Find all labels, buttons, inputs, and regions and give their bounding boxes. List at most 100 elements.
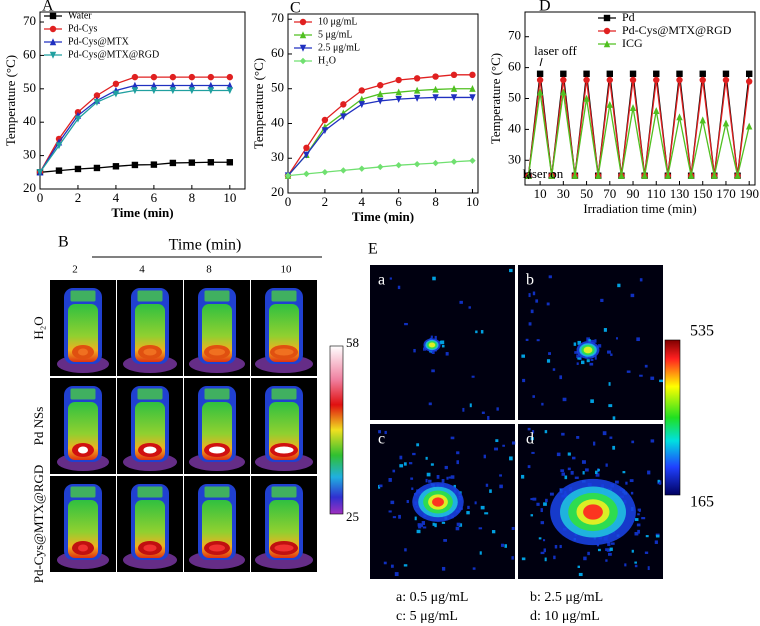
marker [395,161,402,169]
speck [392,469,396,473]
speck [629,479,634,483]
speck [403,564,408,567]
speck [609,547,613,551]
speck [388,478,392,482]
marker [169,81,177,89]
speck [574,476,579,479]
speck [647,470,651,475]
speck [588,339,591,343]
speck [657,479,660,483]
speck [500,543,505,547]
speck [586,337,591,342]
x-tick-label: 10 [534,186,547,201]
x-tick-label: 10 [466,194,479,209]
speck [532,497,537,501]
tube-cap [69,485,97,499]
hot-core [209,544,225,552]
caption: a: 0.5 μg/mL [396,590,468,605]
y-axis-label: Temperature (°C) [3,55,18,146]
time-value: 2 [72,264,78,276]
x-tick-label: 30 [557,186,570,201]
tube-cap [203,289,231,303]
speck [650,439,655,443]
speck [561,432,565,436]
speck [631,549,634,553]
speck [548,275,552,279]
speck [397,285,401,290]
legend-label: H₂O [318,55,336,66]
hot-core [143,348,157,356]
speck [459,300,463,304]
plot-frame [39,11,246,190]
speck [414,516,417,521]
speck [650,376,655,380]
speck [399,455,403,460]
marker [469,71,476,79]
marker [207,159,215,166]
y-tick-label: 50 [271,80,284,95]
x-tick-label: 4 [113,190,120,205]
speck [467,505,470,510]
speck [425,456,428,460]
speck [562,397,567,402]
marker [377,163,384,171]
speck [403,462,407,466]
marker [711,172,718,179]
speck [617,283,621,288]
speck [496,407,499,411]
time-value: 10 [281,264,293,276]
tube-cap [203,387,231,401]
speck [472,567,476,570]
panel-label: C [290,0,301,17]
speck [638,508,641,512]
hot-core [274,544,294,552]
speck [538,537,542,540]
legend-label: 2.5 μg/mL [318,42,360,53]
speck [432,276,436,281]
panel-label: D [539,0,551,15]
speck [509,268,513,273]
speck [560,469,565,473]
marker [432,159,439,167]
y-tick-label: 70 [271,10,284,25]
marker [641,172,648,179]
marker [169,73,177,81]
speck [462,407,465,412]
hot-core [78,544,88,552]
marker [583,76,590,84]
y-tick-label: 70 [23,13,36,28]
marker [49,38,57,46]
y-tick-label: 60 [508,59,521,74]
speck [390,500,395,505]
x-tick-label: 0 [285,194,292,209]
marker [340,113,347,121]
marker [340,101,347,108]
marker [699,70,706,77]
tube-cap [136,387,164,401]
speck [608,382,611,386]
speck [631,440,635,444]
speck [509,456,513,461]
marker [722,70,730,77]
x-tick-label: 90 [627,186,640,201]
marker [606,76,613,84]
speck [378,484,381,489]
marker [413,75,421,82]
speck [484,512,489,515]
speck [521,557,526,561]
speck [576,354,580,359]
marker [207,87,215,95]
marker [653,107,660,115]
speck [479,551,482,555]
speck [595,473,600,477]
marker [131,161,139,169]
speck [532,291,536,296]
speck [530,514,534,517]
colorbar-b [329,345,344,515]
marker [603,40,611,48]
speck [540,508,543,513]
speck [641,517,646,520]
marker [653,70,660,77]
speck [456,522,461,526]
